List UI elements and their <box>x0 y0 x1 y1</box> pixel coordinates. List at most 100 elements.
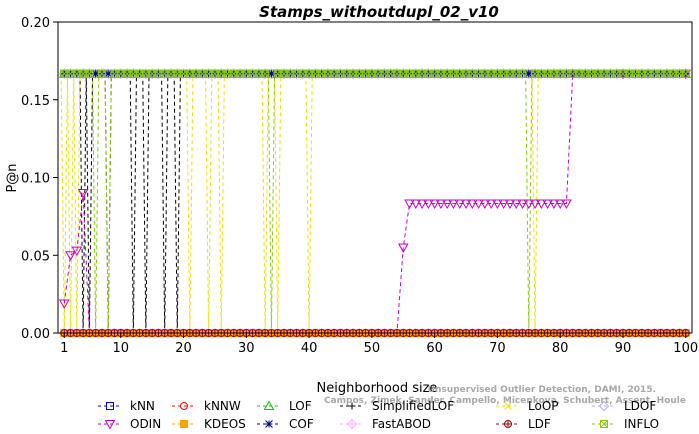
data-point-odin <box>404 199 415 209</box>
series-drop-loop <box>66 73 75 334</box>
legend-marker-fastabod <box>346 418 358 430</box>
legend-item-ldof: LDOF <box>592 399 656 413</box>
data-point-odin <box>466 199 478 209</box>
x-tick-label: 30 <box>238 341 255 356</box>
legend-label-ldf: LDF <box>528 417 551 431</box>
legend-item-inflo: INFLO <box>592 417 659 431</box>
series-drop-loop <box>73 73 81 334</box>
data-point-odin <box>397 243 409 253</box>
y-tick-label: 0.10 <box>21 172 50 187</box>
series-simplifiedlof <box>64 73 686 334</box>
legend-marker-ldof <box>598 400 610 412</box>
data-point-odin <box>71 246 83 257</box>
x-tick-label: 1 <box>60 341 68 356</box>
series-ldof <box>64 73 686 331</box>
data-point-inflo <box>261 69 270 78</box>
series-odin <box>63 73 686 334</box>
data-point-odin <box>542 199 553 209</box>
watermark-line-1: Unsupervised Outlier Detection, DAMI, 20… <box>428 385 656 395</box>
series-drop-simplifiedlof <box>79 73 87 334</box>
data-point-odin <box>448 199 459 209</box>
legend-label-kdeos: KDEOS <box>204 417 246 431</box>
watermark-line-2: Campos, Zimek, Sander, Campello, Micenko… <box>324 396 686 406</box>
data-point-odin <box>441 199 453 209</box>
legend-label-lof: LOF <box>289 399 312 413</box>
data-point-inflo <box>518 69 527 78</box>
legend-marker-inflo <box>600 420 608 428</box>
plot-frame <box>57 21 693 334</box>
x-tick-label: 50 <box>364 341 381 356</box>
legend-item-cof: COF <box>257 417 314 431</box>
x-tick-label: 10 <box>112 341 129 356</box>
series-drop-loop <box>205 73 213 334</box>
legend-marker-cof <box>265 420 273 428</box>
series-drop-inflo <box>92 73 100 334</box>
series-drop-loop <box>261 73 269 334</box>
legend: kNN kNNW LOF SimplifiedLOF LoOP LDOF ODIN KDEOS… <box>98 399 659 431</box>
legend-item-simplifiedlof: SimplifiedLOF <box>340 399 454 413</box>
series-drop-inflo <box>104 73 112 334</box>
legend-item-ldf: LDF <box>496 417 551 431</box>
legend-marker-lof <box>263 400 275 410</box>
series-drop-inflo <box>267 73 276 334</box>
x-tick-label: 70 <box>489 341 506 356</box>
data-point-odin <box>416 199 428 209</box>
data-point-odin <box>498 199 510 209</box>
y-tick-label: 0.15 <box>21 94 50 109</box>
data-point-inflo <box>681 69 690 78</box>
legend-item-odin: ODIN <box>98 417 161 431</box>
legend-label-ldof: LDOF <box>624 399 656 413</box>
legend-item-lof: LOF <box>257 399 312 413</box>
series-markers-inflo <box>60 69 690 78</box>
data-point-odin <box>535 199 547 209</box>
legend-label-inflo: INFLO <box>624 417 659 431</box>
legend-item-kdeos: KDEOS <box>172 417 246 431</box>
series-drop-loop <box>60 73 68 334</box>
x-axis-label: Neighborhood size <box>317 381 438 396</box>
series-drop-simplifiedlof <box>142 73 150 334</box>
data-point-odin <box>529 199 541 209</box>
x-tick-label: 80 <box>552 341 569 356</box>
data-point-odin <box>485 199 497 209</box>
data-point-odin <box>479 199 491 209</box>
y-tick-label: 0.20 <box>21 16 50 31</box>
data-point-odin <box>460 199 472 209</box>
series-drop-simplifiedlof <box>173 73 181 334</box>
data-point-inflo <box>85 69 94 78</box>
legend-label-knn: kNN <box>130 399 155 413</box>
series-drop-loop <box>217 73 225 334</box>
data-point-odin <box>410 199 422 209</box>
series-drop-simplifiedlof <box>129 73 137 334</box>
series-inflo <box>64 73 686 334</box>
data-point-odin <box>473 199 484 209</box>
series-line-odin <box>63 73 686 334</box>
data-point-odin <box>65 251 76 261</box>
plot-area <box>58 68 692 339</box>
data-point-odin <box>423 199 434 209</box>
watermark: Unsupervised Outlier Detection, DAMI, 20… <box>324 385 686 406</box>
series-drop-simplifiedlof <box>85 73 94 334</box>
data-point-odin <box>492 199 503 209</box>
legend-label-cof: COF <box>289 417 314 431</box>
data-point-odin <box>504 199 516 209</box>
y-tick-label: 0.00 <box>21 327 50 342</box>
legend-marker-kdeos <box>180 420 188 428</box>
data-point-odin <box>554 199 566 209</box>
data-point-odin <box>435 199 447 209</box>
series-drop-loop <box>305 73 313 334</box>
data-point-odin <box>523 199 535 209</box>
legend-label-knnw: kNNW <box>204 399 241 413</box>
legend-marker-odin <box>104 420 116 430</box>
axes: 1 10 20 30 40 50 60 70 80 90 100 0.00 0.05 0.10 0.15 0.… <box>21 16 698 356</box>
x-tick-label: 60 <box>426 341 443 356</box>
series-loop <box>60 73 686 334</box>
data-point-odin <box>77 189 89 199</box>
legend-label-fastabod: FastABOD <box>372 417 431 431</box>
legend-label-loop: LoOP <box>528 399 559 413</box>
data-point-odin <box>454 199 466 209</box>
y-tick-label: 0.05 <box>21 249 50 264</box>
series-drop-simplifiedlof <box>161 73 169 334</box>
data-point-inflo <box>97 69 106 78</box>
series-drop-loop <box>274 73 282 334</box>
